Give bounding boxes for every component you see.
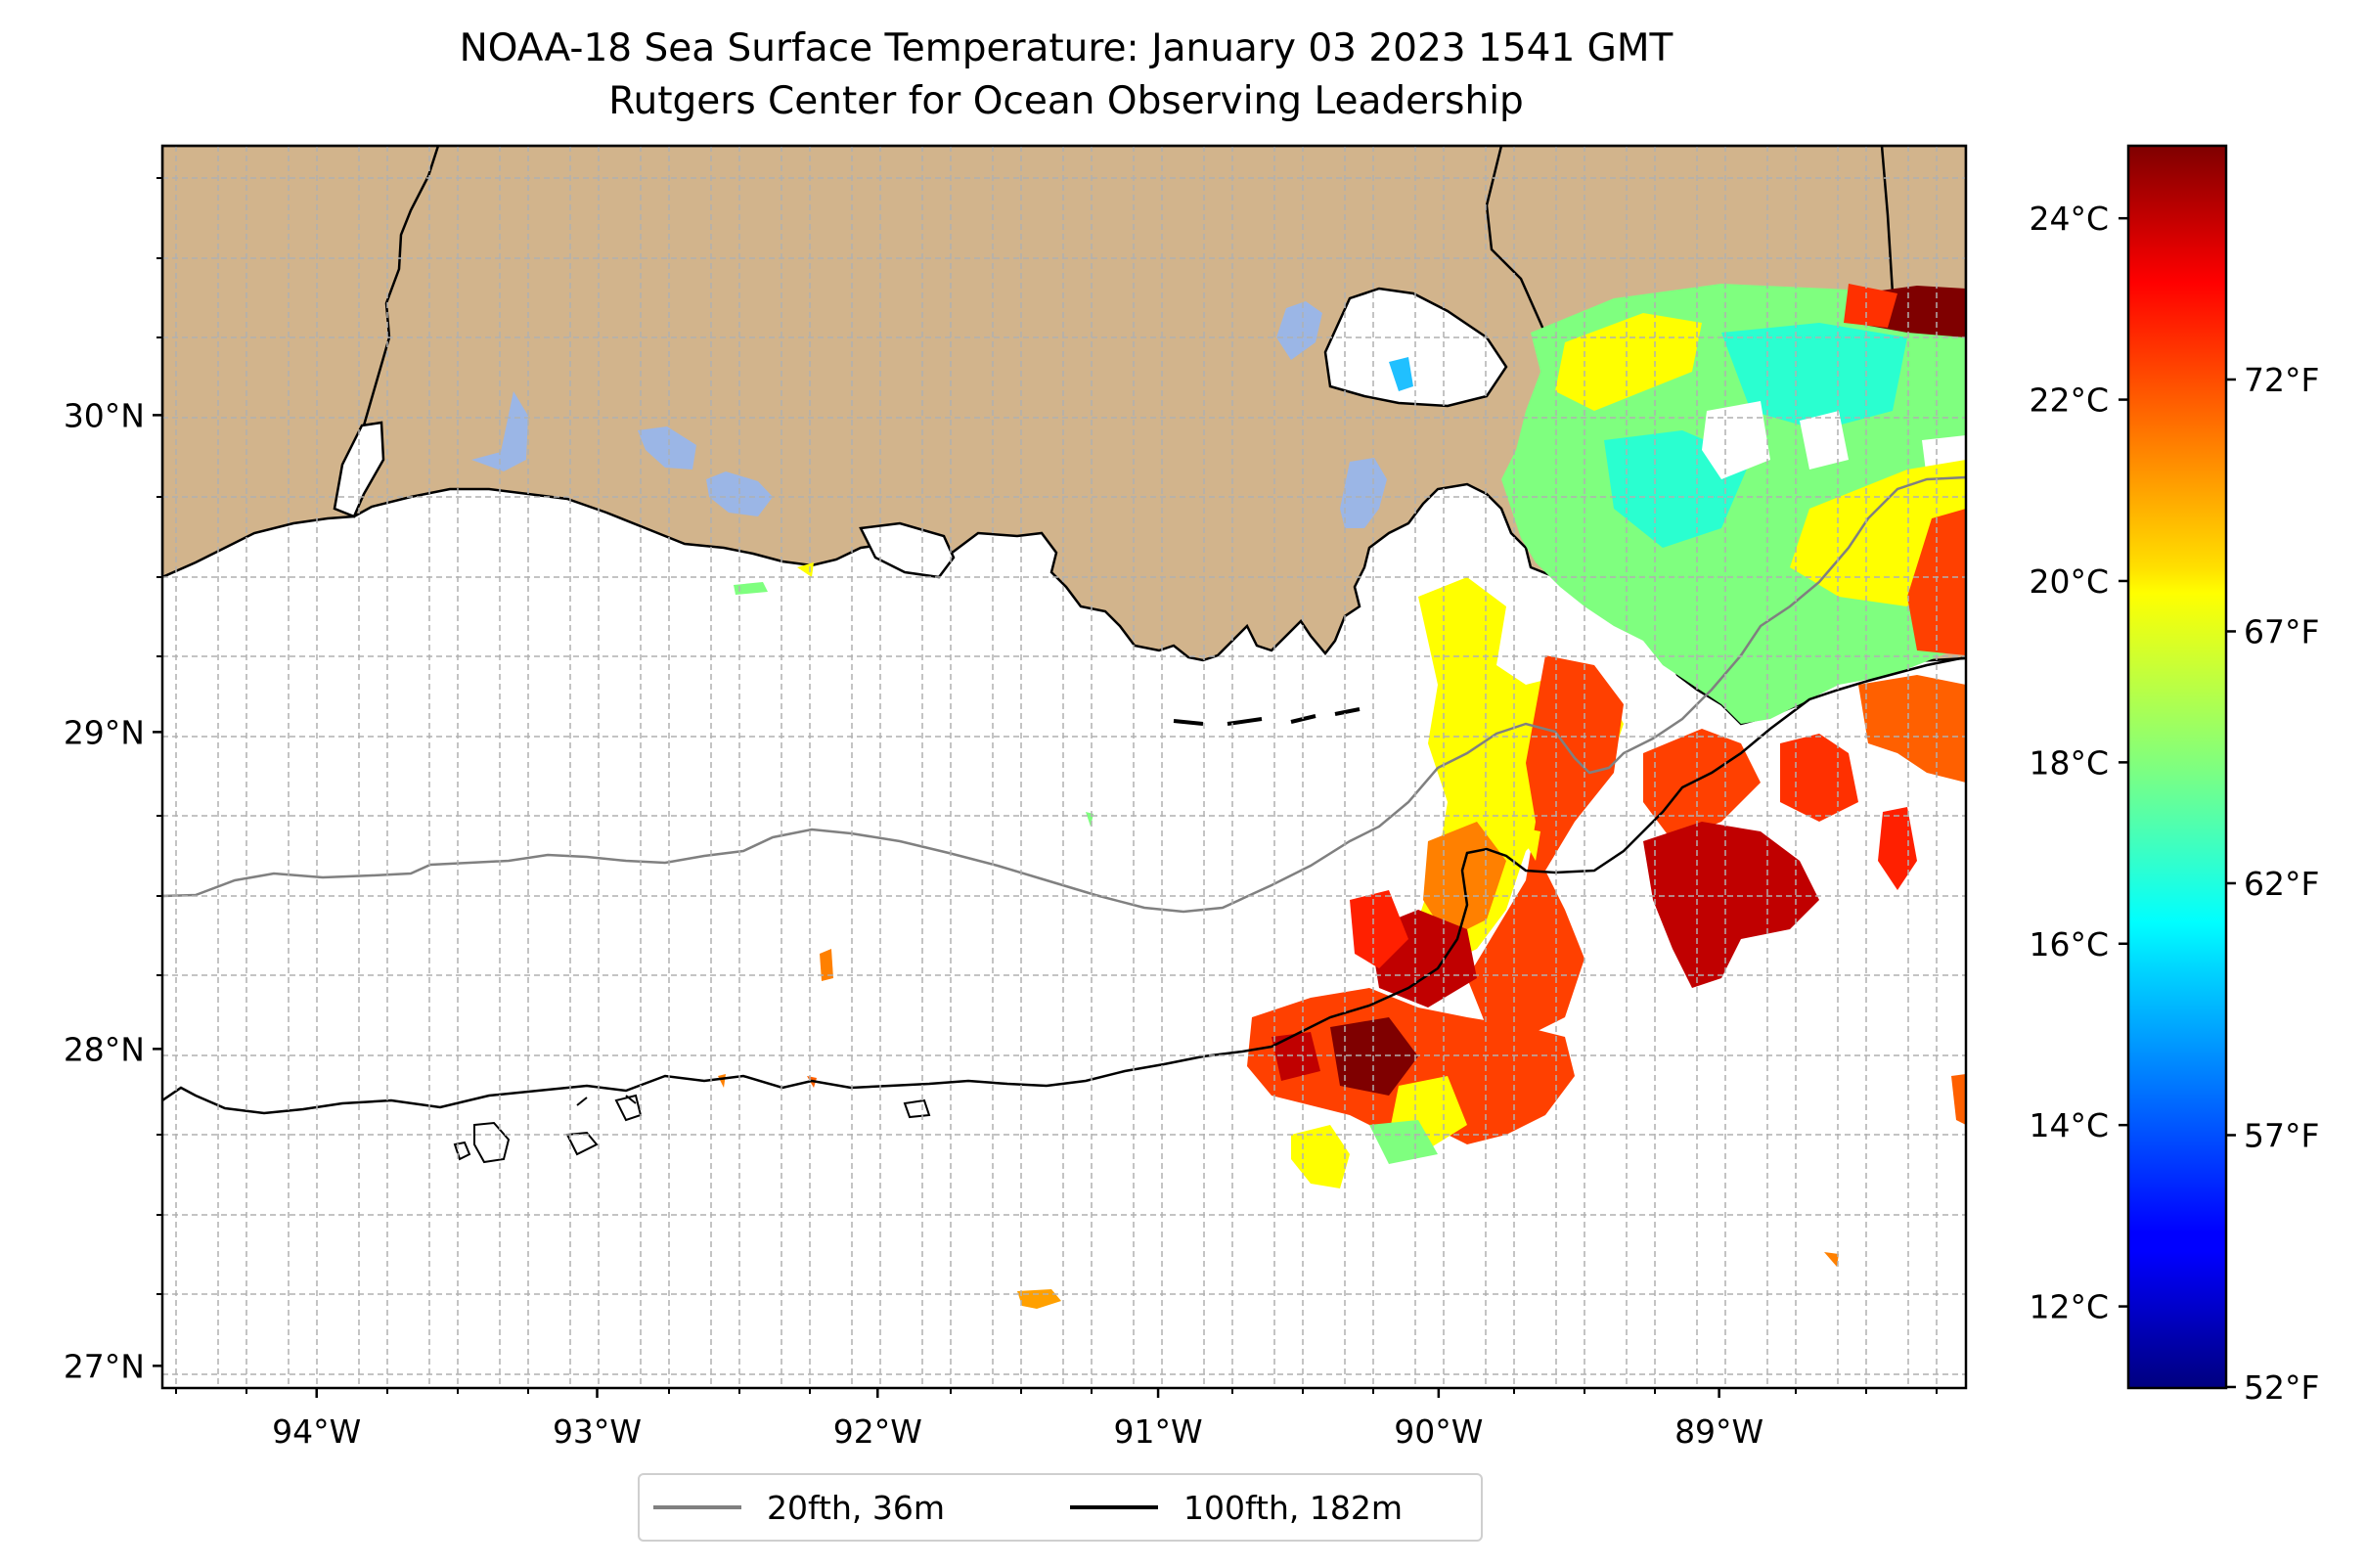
- isobath-20fth: [162, 475, 1966, 914]
- legend-item-100fth: 100fth, 182m: [1070, 1475, 1403, 1540]
- celsius-tick-label: 18°C: [2029, 743, 2109, 782]
- lon-tick-label: 90°W: [1394, 1412, 1483, 1451]
- chart-subtitle: Rutgers Center for Ocean Observing Leade…: [608, 79, 1524, 123]
- fahrenheit-tick-label: 62°F: [2244, 865, 2319, 903]
- celsius-tick-label: 22°C: [2029, 381, 2109, 420]
- legend-label: 20fth, 36m: [767, 1488, 945, 1527]
- inland-lake: [1340, 458, 1387, 528]
- sst-data-layer: [718, 284, 1966, 1309]
- gridlines: [162, 146, 1966, 1388]
- inland-lake: [1276, 301, 1322, 360]
- map-area: [162, 146, 1966, 1388]
- fahrenheit-tick-label: 67°F: [2244, 612, 2319, 650]
- minor-ticks: [156, 177, 1938, 1394]
- map-frame: [160, 144, 1968, 1390]
- lat-tick-label: 29°N: [64, 713, 145, 751]
- legend-swatch: [653, 1505, 741, 1509]
- fahrenheit-tick-label: 72°F: [2244, 361, 2319, 399]
- state-border: [1880, 146, 1895, 294]
- legend-label: 100fth, 182m: [1183, 1488, 1403, 1527]
- longitude-axis: 94°W 93°W 92°W 91°W 90°W 89°W: [272, 1388, 1763, 1451]
- inland-lake: [471, 391, 528, 471]
- fahrenheit-tick-label: 57°F: [2244, 1116, 2319, 1154]
- latitude-axis: 27°N 28°N 29°N 30°N: [64, 396, 162, 1385]
- lat-tick-label: 28°N: [64, 1030, 145, 1068]
- colorbar-fahrenheit-axis: 52°F 57°F 62°F 67°F 72°F: [2226, 361, 2319, 1407]
- inland-lake: [638, 426, 696, 470]
- lon-tick-label: 91°W: [1114, 1412, 1203, 1451]
- lon-tick-label: 92°W: [833, 1412, 922, 1451]
- legend-item-20fth: 20fth, 36m: [653, 1475, 945, 1540]
- lon-tick-label: 89°W: [1674, 1412, 1763, 1451]
- legend: 20fth, 36m 100fth, 182m: [638, 1473, 1483, 1542]
- fahrenheit-tick-label: 52°F: [2244, 1368, 2319, 1407]
- barrier-island: [1173, 707, 1361, 726]
- legend-swatch: [1070, 1505, 1158, 1509]
- lat-tick-label: 30°N: [64, 396, 145, 434]
- celsius-tick-label: 20°C: [2029, 562, 2109, 601]
- celsius-tick-label: 24°C: [2029, 200, 2109, 238]
- isobath-100fth: [162, 655, 1966, 1115]
- state-border: [362, 146, 440, 426]
- chart-title: NOAA-18 Sea Surface Temperature: January…: [459, 26, 1673, 70]
- celsius-tick-label: 14°C: [2029, 1106, 2109, 1144]
- celsius-tick-label: 16°C: [2029, 925, 2109, 963]
- bank-outline: [453, 1094, 931, 1164]
- celsius-tick-label: 12°C: [2029, 1288, 2109, 1326]
- colorbar: [2126, 144, 2228, 1390]
- lon-tick-label: 94°W: [272, 1412, 361, 1451]
- colorbar-celsius-axis: 12°C 14°C 16°C 18°C 20°C 22°C 24°C: [2029, 200, 2128, 1326]
- lon-tick-label: 93°W: [553, 1412, 642, 1451]
- lat-tick-label: 27°N: [64, 1347, 145, 1385]
